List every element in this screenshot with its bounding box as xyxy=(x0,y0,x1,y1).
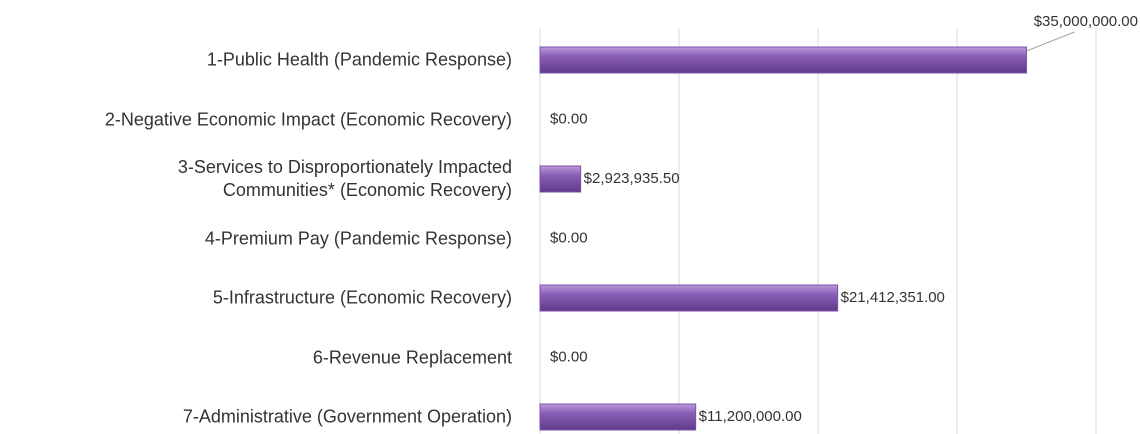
leader-line xyxy=(1026,31,1075,52)
value-label: $0.00 xyxy=(550,348,588,365)
bar xyxy=(539,284,839,312)
bar xyxy=(539,403,697,431)
value-label: $2,923,935.50 xyxy=(584,170,680,187)
category-label: 5-Infrastructure (Economic Recovery) xyxy=(212,287,512,308)
bar xyxy=(539,46,1027,74)
value-label: $21,412,351.00 xyxy=(841,289,945,306)
category-label: 7-Administrative (Government Operation) xyxy=(182,406,512,427)
category-label: 6-Revenue Replacement xyxy=(312,347,512,367)
bar xyxy=(539,165,582,193)
category-label: 4-Premium Pay (Pandemic Response) xyxy=(204,228,512,248)
value-label: $0.00 xyxy=(550,229,588,246)
value-label: $35,000,000.00 xyxy=(1034,13,1138,30)
value-label: $0.00 xyxy=(550,110,588,127)
category-label: 2-Negative Economic Impact (Economic Rec… xyxy=(104,109,512,129)
value-label: $11,200,000.00 xyxy=(699,408,802,425)
category-label: 1-Public Health (Pandemic Response) xyxy=(206,49,512,70)
category-label: 3-Services to Disproportionately Impacte… xyxy=(177,157,512,200)
